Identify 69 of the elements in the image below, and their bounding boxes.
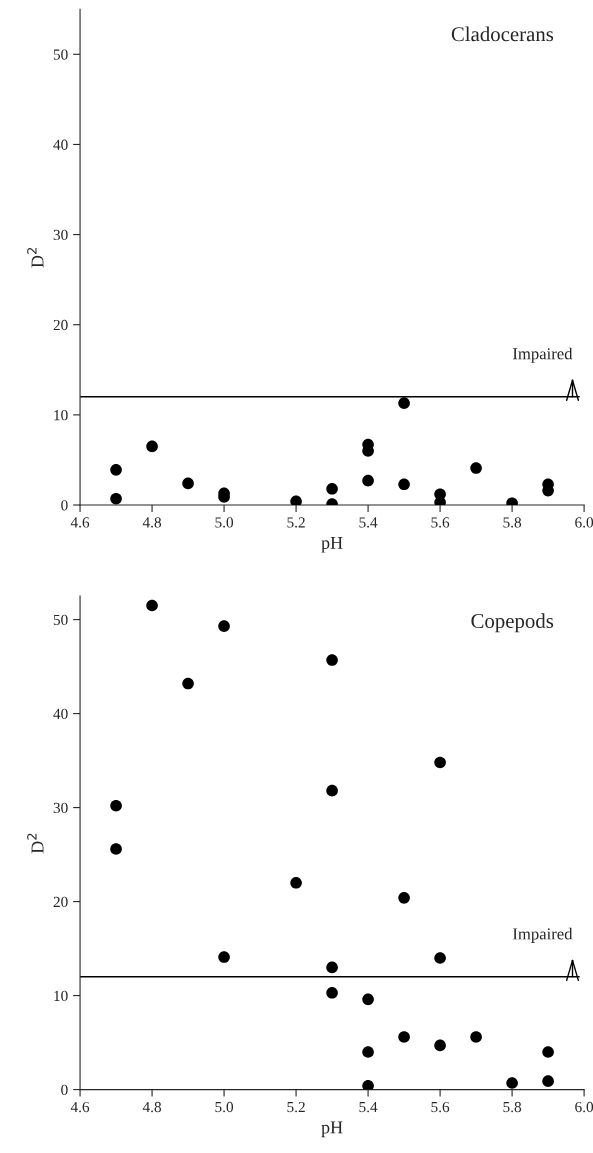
point [326, 482, 338, 495]
y-tick-label: 20 [53, 319, 68, 331]
x-tick-label: 5.8 [503, 1101, 522, 1113]
ref-line-label: Impaired [512, 347, 573, 363]
ref-line-label: Impaired [512, 927, 573, 943]
point [362, 993, 374, 1006]
y-tick-label: 50 [53, 49, 68, 60]
x-tick-label: 5.2 [287, 517, 305, 528]
x-tick-label: 6.0 [575, 517, 593, 528]
point [218, 951, 230, 963]
x-tick-label: 5.2 [287, 1101, 305, 1113]
y-tick-label: 50 [53, 614, 68, 626]
y-tick-label: 20 [53, 896, 68, 908]
y-tick-label: 10 [54, 990, 68, 1002]
point [146, 440, 158, 453]
x-tick-label: 5.6 [431, 517, 450, 528]
x-tick-label: 4.6 [70, 517, 90, 528]
point [362, 1046, 374, 1058]
x-tick-label: 5.0 [215, 517, 234, 528]
x-tick-label: 5.4 [359, 1101, 378, 1113]
y-tick-label: 0 [61, 500, 68, 511]
x-tick-label: 5.0 [215, 1101, 234, 1113]
point [470, 1031, 482, 1043]
text: Cladocerans [451, 26, 554, 42]
point [326, 784, 338, 797]
point [326, 654, 338, 666]
x-tick-label: 5.6 [431, 1101, 450, 1113]
x-axis-title: pH [321, 1121, 343, 1138]
point [398, 892, 410, 904]
x-tick-label: 4.8 [142, 517, 162, 528]
x-tick-label: 5.8 [503, 517, 522, 528]
x-tick-label: 4.6 [70, 1101, 90, 1113]
y-tick-label: 30 [53, 802, 68, 814]
point [182, 677, 194, 690]
point [398, 478, 410, 491]
point [290, 495, 302, 506]
point [146, 599, 158, 612]
point [290, 876, 302, 889]
y-tick-label: 10 [54, 410, 68, 421]
point [110, 799, 122, 812]
point [542, 1046, 554, 1058]
y-axis-title: D$^{2}$ [27, 833, 44, 854]
point [434, 1039, 446, 1052]
point [110, 464, 122, 476]
point [398, 397, 410, 409]
point [326, 986, 338, 999]
point [542, 1075, 554, 1087]
x-axis-title: pH [321, 536, 343, 553]
point [110, 843, 122, 855]
y-axis-title: D$^{2}$ [27, 248, 44, 268]
y-tick-label: 40 [53, 139, 68, 150]
point [470, 462, 482, 474]
point [110, 492, 122, 505]
x-tick-label: 6.0 [575, 1101, 593, 1113]
text: Copepods [471, 613, 554, 633]
x-tick-label: 5.4 [359, 517, 378, 528]
point [434, 756, 446, 769]
point [182, 477, 194, 490]
x-tick-label: 4.8 [142, 1101, 162, 1113]
point [362, 1080, 374, 1090]
point [218, 620, 230, 632]
y-tick-label: 0 [61, 1084, 68, 1096]
y-tick-label: 40 [53, 708, 68, 720]
point [398, 1031, 410, 1043]
point [326, 961, 338, 974]
point [506, 1077, 518, 1089]
point [362, 474, 374, 487]
y-tick-label: 30 [53, 229, 68, 241]
point [434, 952, 446, 964]
